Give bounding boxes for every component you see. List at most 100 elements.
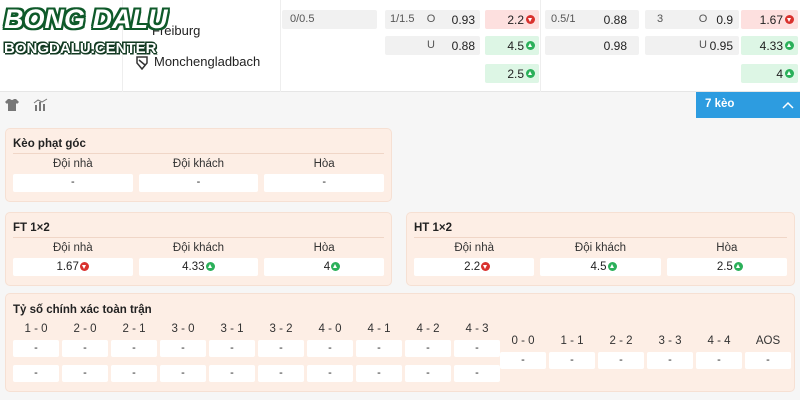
score-label: 1 - 1 (560, 335, 584, 347)
market-value-box (138, 174, 259, 192)
expand-button[interactable] (696, 92, 800, 118)
score-label: 3 - 3 (658, 335, 682, 347)
odds-text: 0.88 (451, 39, 475, 53)
market-value-box (138, 258, 259, 276)
market-value-box (414, 258, 535, 276)
score-label: AOS (755, 335, 781, 347)
score-value: - (111, 365, 157, 382)
score-label: 4 - 4 (707, 335, 731, 347)
score-value: - (696, 352, 742, 369)
odds-text: 0.88 (603, 13, 627, 27)
trend-icon (785, 15, 794, 24)
market-value: - (70, 176, 75, 188)
odds-text: O (698, 13, 708, 25)
market-value: - (322, 176, 326, 188)
trend-icon (526, 41, 535, 50)
odds-cell (741, 10, 798, 29)
score-value: - (549, 352, 595, 369)
odds-value: 4.33 (759, 39, 783, 53)
market-value: - (196, 176, 201, 188)
score-value: - (745, 352, 791, 369)
market-value-box (264, 258, 384, 276)
odds-cell (645, 36, 739, 55)
odds-text: 1/1.5 (390, 13, 415, 25)
score-label: 3 - 2 (269, 323, 293, 335)
score-value: - (405, 365, 451, 382)
odds-text: 0.98 (603, 39, 627, 53)
team-icon (136, 56, 148, 70)
score-value: - (307, 365, 353, 382)
odds-cell (741, 36, 798, 55)
column-header: Đội khách (172, 158, 225, 170)
trend-icon (331, 262, 341, 271)
column-header: Đội khách (574, 242, 627, 254)
column-header: Đội nhà (454, 242, 494, 254)
column-header: Đội nhà (53, 242, 93, 254)
trend-icon (785, 41, 794, 50)
market-value: 2.5 (716, 261, 733, 273)
column-header: Đội nhà (53, 158, 93, 170)
market-value: 2.2 (464, 261, 481, 273)
score-value: - (258, 365, 304, 382)
score-value: - (598, 352, 644, 369)
odds-text: 0.9 (716, 13, 733, 27)
odds-text: 3 (656, 13, 664, 25)
odds-text: U (699, 39, 707, 51)
market-value: 4 (323, 261, 331, 273)
odds-text: O (426, 13, 436, 25)
odds-value: 4 (776, 67, 783, 81)
score-value: - (111, 340, 157, 357)
score-value: - (160, 340, 206, 357)
odds-cell (645, 10, 739, 29)
divider (122, 0, 123, 92)
score-value: - (454, 365, 500, 382)
trend-icon (526, 15, 535, 24)
odds-text: 0.95 (709, 39, 733, 53)
score-label: 4 - 2 (416, 323, 440, 335)
home-team: Freiburg (152, 23, 201, 38)
odds-cell (485, 64, 539, 83)
odds-text: 0/0.5 (290, 13, 315, 25)
market-value: 4.5 (590, 261, 607, 273)
odds-value: 2.2 (507, 13, 524, 27)
odds-cell (385, 36, 480, 55)
score-label: 4 - 0 (318, 323, 342, 335)
divider (280, 0, 281, 92)
odds-value: 4.5 (507, 39, 524, 53)
market-value-box (13, 258, 133, 276)
trend-icon (205, 262, 215, 271)
odds-cell (545, 36, 639, 55)
column-header: Hòa (313, 242, 335, 254)
logo-title: BONG DALU (4, 4, 168, 34)
score-value: - (356, 365, 402, 382)
market-title: Tỷ số chính xác toàn trận (13, 304, 152, 316)
shirt-icon[interactable] (4, 98, 20, 112)
trend-icon (526, 69, 535, 78)
stats-icon[interactable] (33, 98, 49, 112)
chevron-icon[interactable] (782, 101, 794, 109)
odds-cell (485, 36, 539, 55)
market-title: FT 1×2 (13, 222, 50, 234)
score-value: - (647, 352, 693, 369)
score-value: - (405, 340, 451, 357)
score-value: - (454, 340, 500, 357)
odds-value: 1.67 (759, 13, 783, 27)
odds-cell (385, 10, 480, 29)
score-label: 2 - 1 (122, 323, 146, 335)
title-rule (13, 237, 384, 238)
odds-cell (741, 64, 798, 83)
divider (540, 0, 541, 92)
score-value: - (307, 340, 353, 357)
score-value: - (13, 340, 59, 357)
score-label: 4 - 3 (465, 323, 489, 335)
market-value-box (13, 174, 133, 192)
trend-icon (607, 262, 617, 271)
expand-button-label[interactable]: 7 kèo (705, 98, 735, 110)
odds-text: 0.93 (451, 13, 475, 27)
market-value-box (540, 258, 661, 276)
title-rule (13, 153, 384, 154)
trend-icon (79, 262, 89, 271)
odds-cell (282, 10, 377, 29)
score-value: - (356, 340, 402, 357)
market-value: 4.33 (182, 261, 205, 273)
